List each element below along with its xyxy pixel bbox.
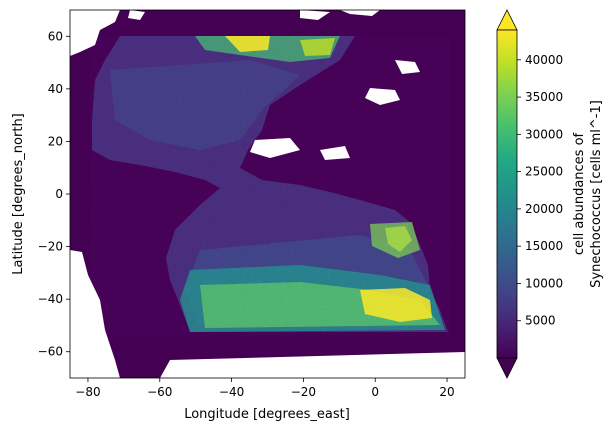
x-tick-label: −40	[219, 385, 244, 399]
x-tick-label: 20	[439, 385, 454, 399]
y-tick-label: −20	[38, 240, 63, 254]
x-axis-ticks: −80 −60 −40 −20 0 20	[75, 378, 455, 399]
colorbar-tick-label: 15000	[525, 239, 563, 253]
colorbar-tick-label: 30000	[525, 127, 563, 141]
colorbar-extend-bottom	[496, 357, 518, 379]
colorbar-tick-label: 10000	[525, 276, 563, 290]
data-texture	[90, 36, 450, 336]
colorbar-label-line1: cell abundances of	[572, 132, 587, 255]
colorbar-gradient	[496, 29, 518, 359]
y-axis-ticks: −60 −40 −20 0 20 40 60	[38, 29, 70, 359]
x-tick-label: −80	[75, 385, 100, 399]
colorbar-tick-label: 5000	[525, 314, 556, 328]
colorbar-label-line2: Synechococcus [cells ml^-1]	[589, 100, 604, 288]
colorbar-ticks: 5000 10000 15000 20000 25000 30000 35000 40000	[517, 53, 563, 328]
y-tick-label: 60	[48, 29, 63, 43]
colorbar-tick-label: 40000	[525, 53, 563, 67]
colorbar: 500010000150002000025000300003500040000 …	[496, 9, 604, 379]
y-axis-label: Latitude [degrees_north]	[11, 113, 26, 274]
map-plot-area	[70, 10, 465, 378]
y-tick-label: 20	[48, 134, 63, 148]
colorbar-tick-label: 25000	[525, 165, 563, 179]
y-tick-label: 0	[55, 187, 63, 201]
y-tick-label: −60	[38, 345, 63, 359]
x-tick-label: −60	[147, 385, 172, 399]
x-tick-label: 0	[371, 385, 379, 399]
colorbar-tick-label: 20000	[525, 202, 563, 216]
y-tick-label: −40	[38, 292, 63, 306]
y-tick-label: 40	[48, 82, 63, 96]
x-axis-label: Longitude [degrees_east]	[184, 407, 350, 422]
x-tick-label: −20	[291, 385, 316, 399]
colorbar-extend-top	[496, 9, 518, 31]
colorbar-tick-label: 35000	[525, 90, 563, 104]
